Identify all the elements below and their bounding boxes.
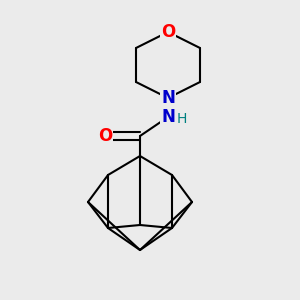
Text: N: N <box>161 89 175 107</box>
Text: O: O <box>161 23 175 41</box>
Text: O: O <box>98 127 112 145</box>
Text: H: H <box>177 112 187 126</box>
Text: N: N <box>161 108 175 126</box>
